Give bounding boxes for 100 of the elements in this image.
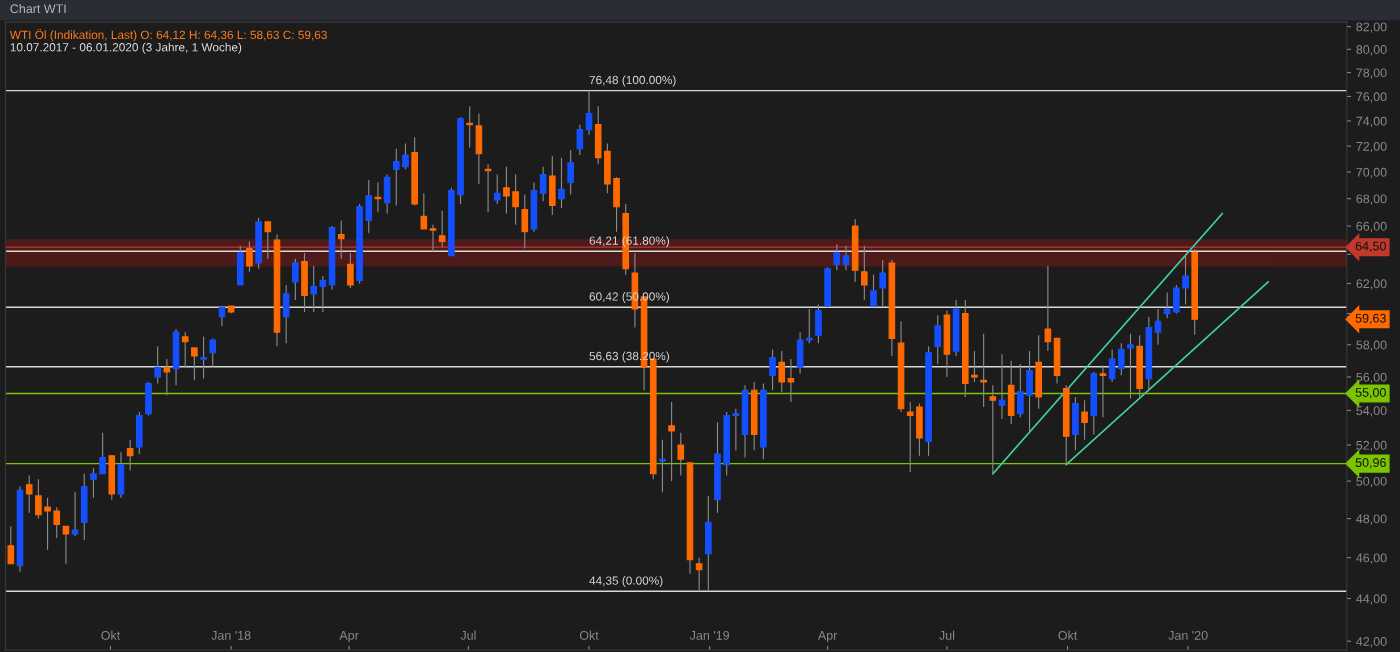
candlestick — [35, 478, 42, 520]
y-tick-label: 52,00 — [1356, 440, 1387, 452]
candlestick — [1099, 365, 1107, 418]
candlestick — [576, 124, 584, 156]
candlestick — [980, 333, 987, 408]
x-tick-label: Jan '19 — [689, 630, 729, 640]
candlestick — [71, 491, 79, 537]
candlestick — [1081, 399, 1088, 441]
y-tick-label: 42,00 — [1356, 637, 1387, 648]
text: WTI Öl (Indikation, Last) O: 64,12 H: 64,36 L: 58,63 C: 59,63 — [9, 29, 327, 42]
text: 59,63 — [1355, 313, 1386, 325]
candlestick — [337, 219, 345, 260]
candlestick — [1182, 253, 1189, 306]
chart-title: Chart WTI — [10, 3, 66, 14]
y-tick-label: 78,00 — [1356, 68, 1387, 79]
candlestick — [319, 275, 327, 313]
candlestick — [420, 192, 428, 230]
y-tick-label: 82,00 — [1356, 22, 1387, 33]
candlestick — [659, 439, 666, 493]
candlestick — [842, 245, 850, 271]
candlestick — [567, 149, 574, 196]
x-tick-label: Jan '20 — [1168, 630, 1208, 640]
candlestick — [181, 331, 189, 368]
ref-line-label: 64,50 — [1355, 241, 1386, 252]
x-tick-label: Apr — [817, 631, 838, 643]
candlestick — [466, 105, 474, 148]
y-tick-label: 62,00 — [1356, 279, 1387, 290]
candlestick — [833, 243, 841, 271]
x-tick-label: Okt — [1058, 630, 1078, 640]
y-tick-label: 44,00 — [1356, 594, 1387, 605]
candlestick — [906, 401, 914, 473]
candlestick — [971, 350, 978, 383]
x-tick-label: Jan '18 — [211, 630, 251, 640]
y-tick-label: 48,00 — [1356, 514, 1387, 525]
candlestick — [558, 157, 565, 209]
candlestick — [438, 210, 446, 248]
annotation: 44,35 (0.00%) — [589, 576, 663, 588]
y-tick-label: 70,00 — [1356, 167, 1387, 179]
candlestick — [1044, 265, 1052, 352]
y-tick-label: 80,00 — [1356, 45, 1387, 56]
annotation: 76,48 (100.00%) — [589, 75, 676, 87]
candlestick — [677, 432, 685, 477]
candlestick — [209, 337, 217, 368]
candlestick — [7, 525, 15, 565]
candlestick — [1154, 308, 1162, 346]
y-tick-label: 58,00 — [1356, 340, 1387, 351]
candlestick — [539, 166, 547, 202]
candlestick — [787, 358, 795, 403]
candlestick — [218, 306, 226, 327]
x-tick-label: Jul — [460, 630, 476, 640]
candlestick — [668, 401, 675, 482]
candlestick — [402, 143, 409, 170]
candlestick — [934, 314, 942, 365]
candlestick — [805, 308, 813, 344]
candlestick — [264, 221, 272, 260]
candlestick — [585, 90, 593, 136]
candlestick — [310, 265, 318, 313]
x-tick-label: Okt — [101, 630, 121, 640]
candlestick — [163, 358, 171, 396]
candlestick — [429, 224, 437, 252]
candlestick — [512, 174, 519, 226]
y-tick-label: 76,00 — [1356, 92, 1387, 103]
candlestick — [246, 240, 253, 273]
candlestick — [282, 284, 290, 344]
candlestick — [1163, 291, 1171, 319]
y-tick-label: 50,00 — [1356, 476, 1387, 488]
candlestick — [493, 174, 501, 205]
candlestick — [695, 557, 703, 592]
candlestick — [503, 166, 510, 215]
ref-line-label: 55,00 — [1355, 388, 1386, 399]
candlestick — [90, 467, 97, 499]
candlestick — [998, 353, 1006, 420]
candlestick — [989, 384, 997, 475]
candlestick — [1108, 348, 1116, 383]
candlestick — [25, 475, 33, 514]
candlestick — [62, 525, 70, 565]
candlestick — [521, 194, 529, 250]
candlestick — [1017, 363, 1024, 418]
candlestick — [392, 148, 400, 206]
y-tick-label: 46,00 — [1356, 553, 1387, 564]
candlestick — [1127, 333, 1134, 400]
y-tick-label: 66,00 — [1356, 221, 1387, 233]
candlestick — [99, 432, 106, 475]
y-tick-label: 72,00 — [1356, 141, 1387, 153]
candlestick — [778, 350, 786, 393]
x-tick-label: Apr — [339, 631, 359, 643]
candlestick — [126, 439, 134, 471]
annotation: 10.07.2017 - 06.01.2020 (3 Jahre, 1 Woche) — [10, 42, 242, 54]
candlestick — [154, 345, 161, 385]
candlestick — [292, 258, 299, 301]
candlestick — [1117, 342, 1125, 376]
candlestick — [191, 347, 198, 381]
candlestick — [861, 245, 868, 301]
y-tick-label: 54,00 — [1356, 406, 1387, 417]
candlestick — [879, 259, 886, 307]
x-tick-label: Okt — [579, 630, 599, 640]
candlestick — [347, 252, 354, 289]
candlestick — [53, 506, 61, 539]
candlestick — [769, 348, 776, 391]
ref-line-label: 50,96 — [1355, 458, 1386, 469]
